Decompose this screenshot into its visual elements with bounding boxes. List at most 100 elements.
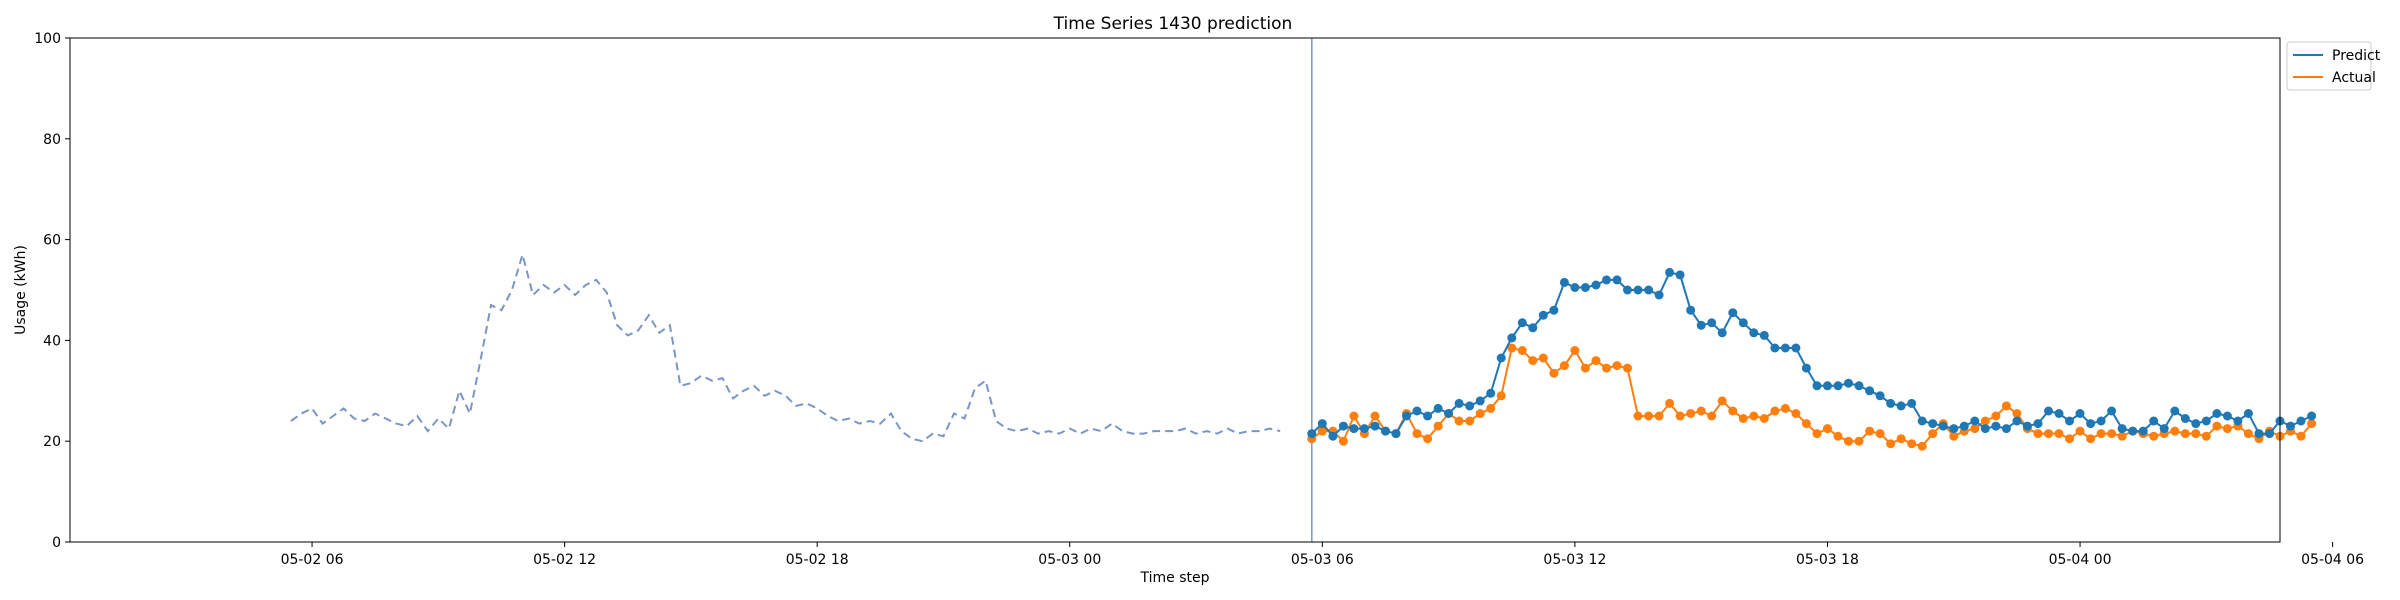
x-tick-label: 05-04 06 (2301, 552, 2364, 568)
actual-point (1917, 441, 1927, 451)
predict-point (1770, 343, 1780, 353)
actual-point (1423, 434, 1433, 444)
predict-point (2044, 406, 2053, 416)
actual-point (1517, 346, 1527, 355)
actual-point (2054, 429, 2064, 439)
predict-point (2201, 416, 2211, 426)
predict-point (2265, 429, 2274, 439)
predict-point (1823, 381, 1832, 391)
predict-point (1623, 285, 1632, 295)
predict-point (2159, 424, 2169, 434)
actual-point (1854, 436, 1864, 446)
actual-point (1317, 426, 1327, 436)
predict-point (1949, 424, 1959, 434)
predict-point (1328, 431, 1338, 441)
predict-point (1696, 320, 1706, 330)
predict-point (2107, 406, 2117, 416)
predict-point (1580, 283, 1590, 292)
predict-point (1780, 343, 1790, 353)
predict-point (1865, 386, 1875, 396)
actual-point (1928, 429, 1938, 439)
predict-point (1423, 411, 1433, 421)
predict-point (1391, 429, 1401, 439)
predict-point (1833, 381, 1843, 391)
actual-point (1465, 416, 1475, 426)
predict-point (2001, 424, 2011, 434)
actual-point (1644, 411, 1654, 421)
predict-point (1475, 396, 1485, 406)
x-tick-label: 05-02 12 (533, 552, 596, 568)
actual-point (1507, 343, 1517, 353)
predict-point (1633, 285, 1643, 295)
actual-point (1475, 409, 1485, 418)
history-line (290, 250, 1281, 443)
actual-point (1865, 426, 1875, 436)
actual-point (1675, 411, 1685, 421)
predict-point (2128, 426, 2138, 436)
predict-point (1359, 424, 1369, 434)
predict-point (1591, 280, 1601, 290)
predict-point (1938, 421, 1948, 431)
actual-point (2044, 429, 2053, 439)
predict-point (1465, 401, 1475, 411)
predict-point (1528, 323, 1538, 333)
y-tick-label: 100 (34, 31, 61, 47)
predict-point (1517, 318, 1527, 328)
actual-point (1686, 409, 1696, 418)
actual-point (1728, 406, 1738, 416)
predict-point (1970, 416, 1980, 426)
predict-point (2170, 406, 2180, 416)
predict-point (1886, 398, 1896, 408)
actual-point (1823, 424, 1832, 434)
actual-point (2086, 434, 2096, 444)
actual-point (1759, 414, 1769, 423)
actual-point (1696, 406, 1706, 416)
x-tick-label: 05-03 12 (1543, 552, 1606, 568)
actual-point (1633, 411, 1643, 421)
predict-point (1801, 363, 1811, 373)
predict-point (1917, 416, 1927, 426)
predict-point (1602, 275, 1611, 285)
actual-point (1770, 406, 1780, 416)
y-tick-label: 40 (43, 333, 61, 349)
actual-point (1717, 396, 1727, 406)
predict-point (1749, 328, 1759, 338)
predict-point (1991, 421, 2001, 431)
predict-point (1307, 429, 1317, 439)
predict-point (1402, 411, 1411, 421)
predict-point (1486, 388, 1496, 398)
actual-point (2033, 429, 2043, 439)
predict-point (2212, 409, 2222, 418)
legend-label-predict: Predict (2332, 48, 2381, 64)
x-tick-label: 05-02 06 (281, 552, 344, 568)
actual-point (1338, 436, 1348, 446)
legend: Predict Actual (2286, 41, 2381, 91)
predict-point (2296, 416, 2306, 426)
predict-point (1812, 381, 1822, 391)
predict-point (1412, 406, 1422, 416)
actual-point (1412, 429, 1422, 439)
predict-point (2033, 419, 2043, 429)
actual-point (2191, 429, 2201, 439)
predict-point (2191, 419, 2201, 429)
predict-point (1675, 270, 1685, 280)
predict-point (1896, 401, 1906, 411)
x-axis-label: Time step (1140, 570, 1210, 586)
predict-point (1317, 419, 1327, 429)
predict-point (2022, 421, 2032, 431)
predict-point (1496, 353, 1506, 363)
predict-point (1686, 305, 1696, 315)
actual-point (1538, 353, 1548, 363)
actual-point (1349, 411, 1359, 421)
x-tick-label: 05-03 00 (1038, 552, 1101, 568)
actual-point (1580, 363, 1590, 373)
predict-point (1549, 305, 1559, 315)
y-tick-label: 20 (43, 434, 61, 450)
actual-point (2201, 431, 2211, 441)
predict-point (1570, 283, 1580, 292)
predict-point (2075, 409, 2085, 418)
actual-point (1949, 431, 1959, 441)
actual-point (2096, 429, 2106, 439)
actual-point (1875, 429, 1885, 439)
